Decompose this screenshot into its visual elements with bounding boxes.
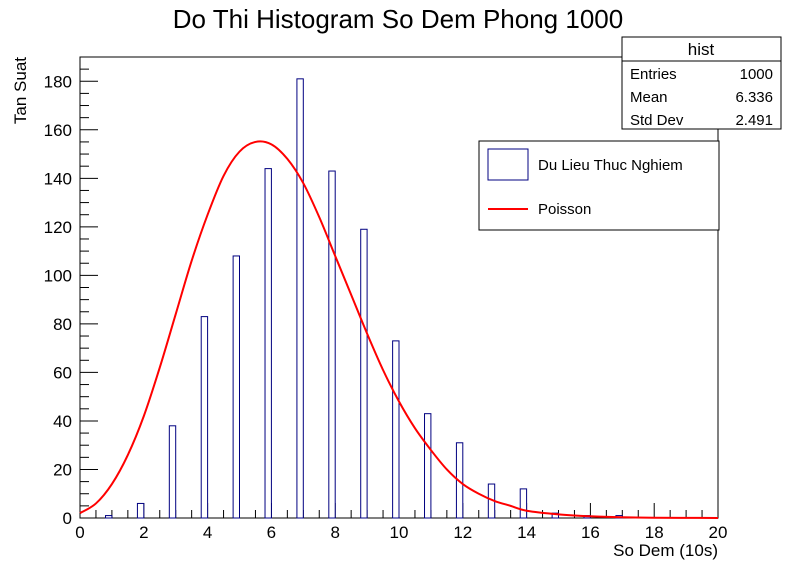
y-tick-label: 120 xyxy=(44,218,72,237)
x-tick-label: 4 xyxy=(203,523,212,542)
x-axis-label: So Dem (10s) xyxy=(613,541,718,560)
histogram-bar xyxy=(105,515,113,519)
x-tick-label: 16 xyxy=(581,523,600,542)
y-tick-label: 60 xyxy=(53,363,72,382)
histogram-bar xyxy=(264,168,272,519)
stats-mean-value: 6.336 xyxy=(735,89,773,106)
stats-entries-label: Entries xyxy=(630,66,677,83)
histogram-bar xyxy=(232,255,240,519)
histogram-bar xyxy=(519,488,528,519)
y-tick-label: 40 xyxy=(53,412,72,431)
y-tick-label: 160 xyxy=(44,121,72,140)
axis-ticks: 0 2 4 6 8 10 12 14 16 18 20 0 20 40 60 80 100 120 140 160 18… xyxy=(44,56,728,542)
y-axis-label: Tan Suat xyxy=(11,57,30,124)
y-tick-label: 20 xyxy=(53,460,72,479)
y-tick-label: 80 xyxy=(53,315,72,334)
stats-box-title: hist xyxy=(688,40,715,59)
x-tick-label: 8 xyxy=(330,523,339,542)
legend-bar-label: Du Lieu Thuc Nghiem xyxy=(538,157,683,174)
y-tick-label: 0 xyxy=(63,509,72,528)
x-tick-label: 20 xyxy=(709,523,728,542)
chart-title: Do Thi Histogram So Dem Phong 1000 xyxy=(173,4,623,34)
y-tick-label: 140 xyxy=(44,169,72,188)
x-tick-label: 12 xyxy=(453,523,472,542)
x-tick-label: 10 xyxy=(390,523,409,542)
stats-stddev-label: Std Dev xyxy=(630,112,684,129)
legend-bar-swatch xyxy=(487,148,529,181)
histogram-bar xyxy=(168,425,177,519)
legend: Du Lieu Thuc Nghiem Poisson xyxy=(478,140,720,231)
y-tick-label: 180 xyxy=(44,72,72,91)
poisson-curve xyxy=(79,140,719,519)
y-tick-label: 100 xyxy=(44,266,72,285)
histogram-bar xyxy=(296,78,304,519)
histogram-bar xyxy=(392,340,400,519)
histogram-bar xyxy=(328,170,336,519)
x-tick-label: 2 xyxy=(139,523,148,542)
x-tick-label: 6 xyxy=(267,523,276,542)
stats-entries-value: 1000 xyxy=(740,66,773,83)
stats-box-frame xyxy=(621,36,782,130)
histogram-bar xyxy=(360,228,368,519)
x-tick-label: 14 xyxy=(517,523,536,542)
histogram-bar xyxy=(200,316,209,519)
stats-box: hist Entries 1000 Mean 6.336 Std Dev 2.4… xyxy=(621,36,782,130)
x-tick-label: 0 xyxy=(75,523,84,542)
legend-line-label: Poisson xyxy=(538,201,591,218)
x-tick-label: 18 xyxy=(645,523,664,542)
histogram-bar xyxy=(136,502,145,519)
histogram-bar xyxy=(424,413,432,519)
stats-stddev-value: 2.491 xyxy=(735,112,773,129)
histogram-bars xyxy=(105,78,718,519)
stats-mean-label: Mean xyxy=(630,89,668,106)
poisson-fit xyxy=(79,140,719,519)
